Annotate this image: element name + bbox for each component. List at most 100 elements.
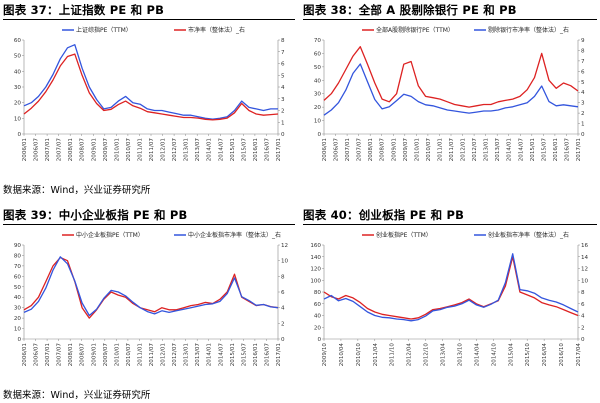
series-line-2 — [23, 53, 279, 121]
x-tick-label: 2008/01 — [68, 343, 74, 367]
chart-37-shanghai-pe-pb: 0 10 20 30 40 50 60 0 1 2 3 4 5 6 7 8 2006/01 2006/07 2007… — [14, 26, 285, 162]
x-tick-label: 2015/07 — [241, 343, 247, 367]
series-line-1 — [323, 256, 579, 320]
legend-label-2: 剔除银行市净率（整体法）_右 — [488, 26, 569, 34]
y-right-tick-label: 7 — [581, 59, 585, 65]
x-tick-label: 2009/01 — [391, 138, 397, 162]
y-left-tick-label: 70 — [314, 38, 322, 44]
chart-37-title: 图表 37：上证指数 PE 和 PB — [3, 3, 165, 17]
x-tick-label: 2010/07 — [126, 343, 132, 367]
x-tick-label: 2013/01 — [184, 343, 190, 367]
x-tick-label: 2014/01 — [207, 138, 213, 162]
x-tick-label: 2015/07 — [541, 138, 547, 162]
series-line-1 — [323, 46, 579, 108]
y-left-tick-label: 80 — [314, 290, 322, 296]
y-right-tick-label: 14 — [581, 255, 589, 261]
chart-40-title: 图表 40：创业板指 PE 和 PB — [303, 208, 465, 222]
chart-40-chinext-pe-pb: 0 20 40 60 80 100 120 140 160 0 2 4 6 8 10 12 14 16 2009/1… — [310, 231, 589, 367]
y-right-tick-label: 7 — [281, 50, 285, 56]
x-tick-label: 2012/10 — [424, 343, 430, 367]
series-line-2 — [323, 63, 579, 116]
y-left-tick-label: 30 — [14, 85, 22, 91]
x-tick-label: 2006/01 — [22, 343, 28, 367]
x-tick-label: 2014/07 — [518, 138, 524, 162]
y-left-tick-label: 40 — [314, 314, 322, 320]
y-right-tick-label: 0 — [281, 132, 285, 138]
x-tick-label: 2011/07 — [149, 138, 155, 162]
x-tick-label: 2012/01 — [161, 343, 167, 367]
legend-label-2: 创业板指市净率（整体法）_右 — [488, 231, 569, 239]
title-rule — [3, 19, 295, 20]
y-left-tick-label: 70 — [14, 264, 22, 270]
y-left-tick-label: 120 — [310, 267, 321, 273]
y-right-tick-label: 4 — [581, 90, 585, 96]
x-tick-label: 2014/10 — [491, 343, 497, 367]
x-tick-label: 2013/01 — [184, 138, 190, 162]
chart-39-title: 图表 39：中小企业板指 PE 和 PB — [3, 208, 188, 222]
x-tick-label: 2010/07 — [426, 138, 432, 162]
y-right-tick-label: 6 — [281, 62, 285, 68]
y-right-tick-label: 0 — [581, 132, 585, 138]
x-tick-label: 2013/07 — [195, 343, 201, 367]
x-tick-label: 2014/07 — [218, 138, 224, 162]
y-left-tick-label: 140 — [310, 255, 321, 261]
x-tick-label: 2014/01 — [207, 343, 213, 367]
legend-label-1: 创业板指PE（TTM） — [376, 231, 432, 239]
legend-label-1: 中小企业板指PE（TTM） — [76, 231, 144, 239]
x-tick-label: 2016/01 — [253, 138, 259, 162]
x-tick-label: 2011/07 — [149, 343, 155, 367]
x-tick-label: 2008/01 — [368, 138, 374, 162]
x-tick-label: 2011/10 — [390, 343, 396, 367]
x-tick-label: 2015/04 — [508, 343, 514, 367]
x-tick-label: 2007/01 — [45, 138, 51, 162]
source-note: 数据来源：Wind，兴业证券研究所 — [3, 185, 151, 196]
x-tick-label: 2013/01 — [484, 138, 490, 162]
y-right-tick-label: 0 — [281, 337, 285, 343]
y-left-tick-label: 30 — [14, 306, 22, 312]
y-left-tick-label: 40 — [14, 295, 22, 301]
x-tick-label: 2007/07 — [57, 343, 63, 367]
y-right-tick-label: 4 — [581, 314, 585, 320]
y-left-tick-label: 0 — [17, 132, 21, 138]
y-right-tick-label: 9 — [581, 38, 585, 44]
y-right-tick-label: 8 — [281, 38, 285, 44]
x-tick-label: 2008/07 — [80, 343, 86, 367]
series-line-1 — [23, 256, 279, 319]
y-left-tick-label: 40 — [314, 78, 322, 84]
y-right-tick-label: 6 — [581, 302, 585, 308]
y-left-tick-label: 50 — [14, 54, 22, 60]
y-left-tick-label: 0 — [317, 337, 321, 343]
x-tick-label: 2012/04 — [407, 343, 413, 367]
y-right-tick-label: 4 — [281, 306, 285, 312]
x-tick-label: 2010/01 — [114, 343, 120, 367]
x-tick-label: 2016/07 — [564, 138, 570, 162]
title-rule — [303, 224, 597, 225]
x-tick-label: 2017/01 — [276, 138, 282, 162]
x-tick-label: 2016/07 — [264, 343, 270, 367]
y-right-tick-label: 10 — [281, 259, 289, 265]
chart-38-all-a-ex-bank-pe-pb: 0 10 20 30 40 50 60 70 0 1 2 3 4 5 6 7 8 9 2006/01 2006/07 2… — [314, 26, 585, 162]
y-right-tick-label: 4 — [281, 85, 285, 91]
x-tick-label: 2015/01 — [230, 343, 236, 367]
y-right-tick-label: 8 — [581, 48, 585, 54]
x-tick-label: 2011/01 — [137, 343, 143, 367]
series-line-2 — [323, 253, 579, 322]
y-left-tick-label: 60 — [314, 302, 322, 308]
y-right-tick-label: 2 — [281, 109, 285, 115]
chart-39-sme-board-pe-pb: 0 10 20 30 40 50 60 70 80 90 0 2 4 6 8 10 12 2006/01 2006/… — [14, 231, 289, 367]
y-right-tick-label: 8 — [581, 290, 585, 296]
x-tick-label: 2016/07 — [264, 138, 270, 162]
y-right-tick-label: 0 — [581, 337, 585, 343]
y-left-tick-label: 40 — [14, 69, 22, 75]
y-right-tick-label: 3 — [281, 97, 285, 103]
y-right-tick-label: 6 — [281, 290, 285, 296]
x-tick-label: 2017/01 — [576, 138, 582, 162]
y-right-tick-label: 6 — [581, 69, 585, 75]
y-left-tick-label: 10 — [14, 327, 22, 333]
source-note: 数据来源：Wind，兴业证券研究所 — [3, 390, 151, 401]
y-left-tick-label: 30 — [314, 92, 322, 98]
y-left-tick-label: 50 — [14, 285, 22, 291]
y-left-tick-label: 160 — [310, 243, 321, 249]
y-right-tick-label: 3 — [581, 101, 585, 107]
y-left-tick-label: 0 — [17, 337, 21, 343]
